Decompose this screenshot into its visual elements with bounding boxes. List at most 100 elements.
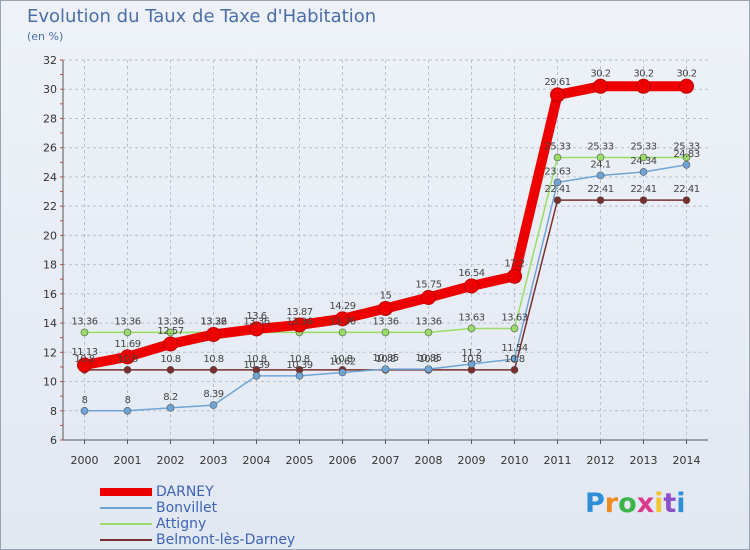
x-tick-label: 2004 (243, 454, 271, 467)
data-label: 30.2 (676, 68, 696, 79)
data-label: 24.83 (673, 149, 699, 160)
y-tick-label: 28 (43, 112, 57, 125)
data-label: 10.39 (243, 360, 269, 371)
data-labels: 11.13 11.69 12.57 13.22 13.6 13.87 14.29 15 15.7… (71, 68, 700, 406)
data-point (553, 196, 562, 204)
x-tick-label: 2011 (544, 454, 572, 467)
data-point (166, 404, 175, 412)
data-point (507, 268, 522, 284)
data-point (596, 196, 605, 204)
data-label: 8.39 (203, 389, 223, 400)
data-label: 12.57 (157, 326, 183, 337)
grid (63, 59, 708, 441)
data-label: 8.2 (163, 392, 178, 403)
data-point (80, 406, 89, 415)
data-label: 10.8 (160, 354, 180, 365)
data-point (639, 196, 648, 204)
x-tick-label: 2003 (200, 454, 228, 467)
y-tick-label: 14 (43, 317, 57, 330)
data-label: 10.62 (329, 356, 355, 367)
data-point (381, 328, 390, 337)
data-point (295, 372, 304, 380)
data-point (77, 357, 92, 373)
data-label: 13.36 (243, 316, 269, 327)
data-point (593, 78, 608, 94)
y-tick-label: 10 (43, 376, 57, 389)
data-label: 10.8 (117, 354, 137, 365)
data-label: 13.36 (372, 316, 398, 327)
data-point (166, 366, 175, 374)
y-tick-label: 20 (43, 229, 57, 242)
data-point (123, 328, 132, 337)
x-tick-label: 2014 (673, 454, 701, 467)
data-label: 25.33 (587, 141, 613, 152)
data-label: 11.13 (71, 347, 97, 358)
y-tick-label: 16 (43, 288, 57, 301)
data-label: 13.36 (71, 316, 97, 327)
proxiti-logo: Proxiti (585, 488, 686, 519)
legend-label: Belmont-lès-Darney (156, 532, 296, 548)
data-point (467, 324, 476, 333)
data-point (166, 328, 175, 337)
legend-label: DARNEY (156, 484, 214, 500)
y-tick-label: 26 (43, 142, 57, 155)
data-label: 29.61 (544, 77, 570, 88)
data-point (639, 153, 648, 162)
data-label: 13.36 (157, 316, 183, 327)
data-label: 13.36 (114, 316, 140, 327)
data-label: 10.8 (203, 354, 223, 365)
data-label: 24.1 (590, 159, 610, 170)
data-point (424, 328, 433, 337)
y-tick-label: 12 (43, 346, 57, 359)
data-point (381, 365, 390, 373)
data-label: 15.75 (415, 280, 441, 291)
data-point (596, 171, 605, 180)
data-point (467, 360, 476, 368)
data-point (553, 153, 562, 162)
data-label: 10.8 (375, 354, 395, 365)
data-label: 14.29 (329, 301, 355, 312)
data-point (378, 300, 393, 316)
data-point (510, 324, 519, 333)
x-tick-label: 2013 (630, 454, 658, 467)
data-label: 13.63 (458, 312, 484, 323)
data-label: 16.54 (458, 268, 484, 279)
data-label: 15 (380, 290, 392, 301)
data-label: 11.69 (114, 339, 140, 350)
data-point (123, 366, 132, 374)
data-label: 10.8 (418, 354, 438, 365)
data-point (120, 349, 135, 365)
x-tick-label: 2007 (372, 454, 400, 467)
y-tick-label: 32 (43, 54, 57, 67)
legend-item: Attigny (100, 516, 295, 532)
data-label: 10.8 (332, 354, 352, 365)
data-label: 13.87 (286, 307, 312, 318)
data-label: 10.8 (74, 354, 94, 365)
legend-swatch (100, 539, 152, 541)
x-tick-label: 2002 (157, 454, 185, 467)
data-label: 13.22 (200, 316, 226, 327)
data-label: 8 (125, 395, 131, 406)
data-point (163, 336, 178, 352)
data-label: 24.34 (630, 156, 656, 167)
data-point (209, 401, 218, 409)
data-point (464, 278, 479, 294)
legend-item: Belmont-lès-Darney (100, 532, 295, 548)
data-point (206, 326, 221, 342)
data-label: 30.2 (590, 68, 610, 79)
y-tick-label: 6 (50, 434, 57, 447)
data-label: 10.85 (372, 353, 398, 364)
legend: DARNEY Bonvillet Attigny Belmont-lès-Darney (100, 484, 295, 548)
data-label: 23.63 (544, 166, 570, 177)
x-tick-label: 2000 (71, 454, 99, 467)
data-point (639, 168, 648, 176)
data-point (596, 153, 605, 162)
data-label: 13.36 (415, 316, 441, 327)
y-tick-label: 22 (43, 200, 57, 213)
x-tick-label: 2006 (329, 454, 357, 467)
data-label: 25.33 (630, 141, 656, 152)
data-point (510, 355, 519, 363)
x-tick-label: 2012 (587, 454, 615, 467)
data-point (550, 87, 565, 103)
